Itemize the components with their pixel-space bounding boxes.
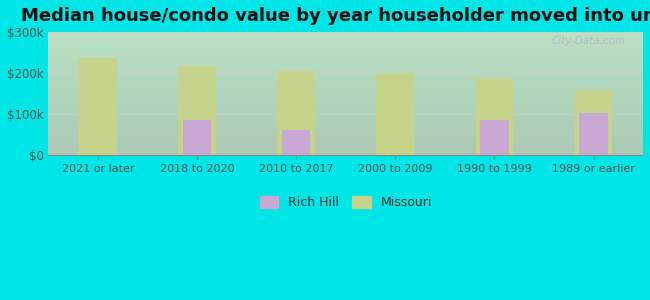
- Legend: Rich Hill, Missouri: Rich Hill, Missouri: [256, 193, 436, 213]
- Bar: [183, 120, 211, 155]
- Bar: [278, 71, 315, 155]
- Bar: [282, 130, 310, 155]
- Bar: [575, 90, 612, 155]
- Text: City-Data.com: City-Data.com: [551, 36, 625, 46]
- Bar: [79, 58, 117, 155]
- Bar: [376, 73, 414, 155]
- Bar: [480, 120, 508, 155]
- Bar: [476, 78, 514, 155]
- Bar: [579, 113, 608, 155]
- Title: Median house/condo value by year householder moved into unit: Median house/condo value by year househo…: [21, 7, 650, 25]
- Bar: [178, 66, 216, 155]
